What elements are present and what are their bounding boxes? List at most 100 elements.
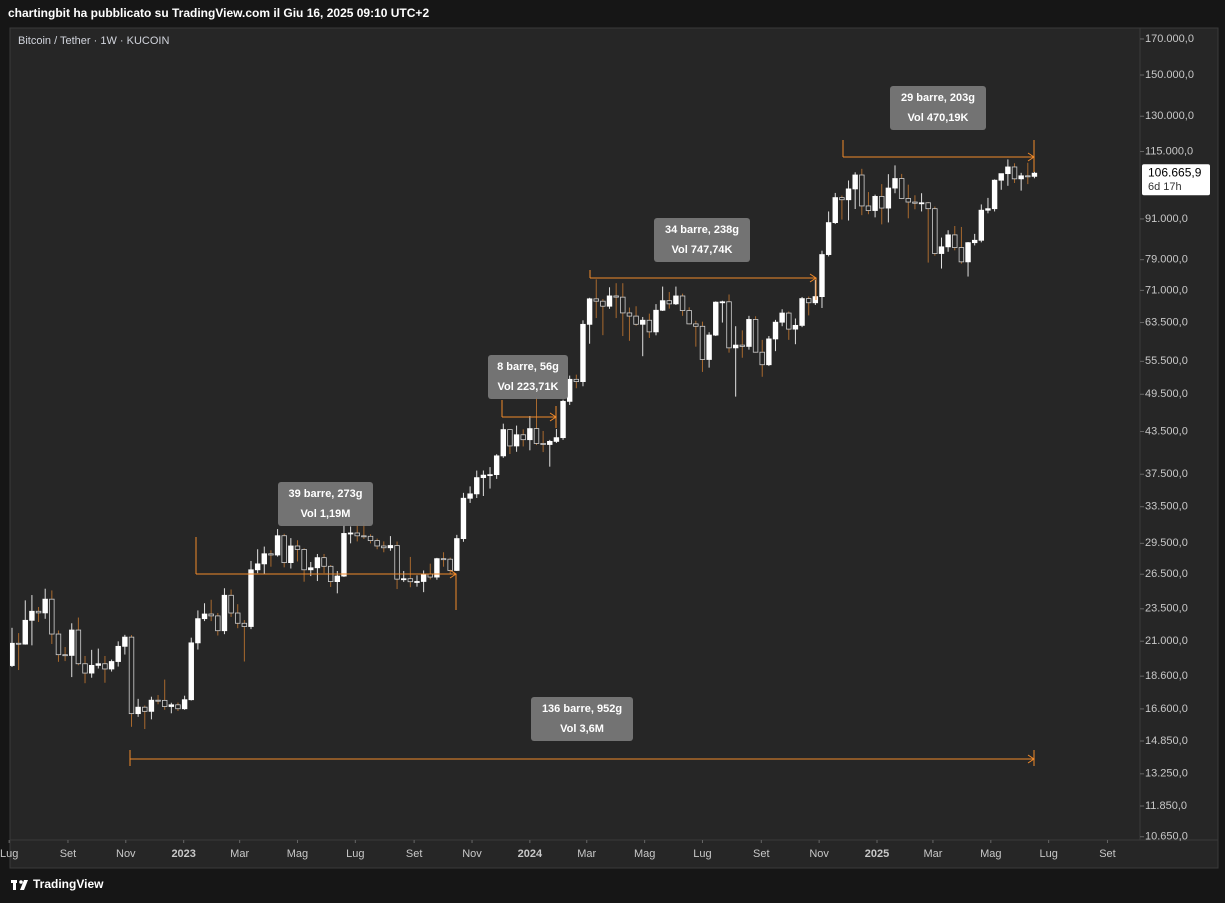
candle-body: [547, 440, 553, 445]
x-tick-label: 2023: [171, 848, 195, 860]
candle-body: [832, 197, 838, 223]
measure-label: 39 barre, 273g: [289, 488, 363, 500]
candle-body: [142, 706, 148, 712]
candle-body: [533, 428, 540, 444]
candle-body: [314, 557, 321, 569]
candle-body: [786, 312, 792, 330]
candle-body: [374, 540, 380, 547]
candle-body: [414, 581, 420, 583]
candle-body: [892, 178, 898, 189]
candle-body: [600, 300, 606, 307]
candle-body: [825, 222, 832, 255]
x-tick-label: Mar: [923, 848, 942, 860]
measure-label: 136 barre, 952g: [542, 703, 622, 715]
logo-mark: [20, 880, 28, 890]
y-tick-label: 55.500,0: [1145, 355, 1188, 367]
price-tag: [1142, 164, 1210, 196]
candle-body: [978, 209, 985, 241]
x-tick-label: Mag: [634, 848, 655, 860]
candle-body: [1011, 166, 1018, 180]
candle-body: [308, 567, 314, 571]
candle-body: [168, 704, 175, 707]
x-tick-label: Lug: [346, 848, 364, 860]
candle-body: [606, 295, 613, 307]
candle-body: [646, 319, 653, 333]
candle-body: [766, 338, 772, 366]
candle-body: [1031, 172, 1038, 177]
candle-body: [527, 428, 533, 441]
y-tick-label: 43.500,0: [1145, 425, 1188, 437]
candle-body: [228, 594, 234, 614]
candle-body: [779, 312, 785, 323]
candle-body: [88, 664, 95, 674]
candle-body: [128, 636, 135, 715]
y-tick-label: 115.000,0: [1145, 145, 1193, 157]
logo-mark: [13, 880, 16, 890]
candle-body: [845, 188, 852, 201]
candle-body: [401, 578, 407, 581]
candle-body: [208, 613, 214, 617]
measure-label: Vol 1,19M: [301, 508, 351, 520]
candle-body: [819, 254, 825, 297]
measure-label: Vol 223,71K: [498, 381, 559, 393]
time-axis: [9, 839, 1219, 869]
candle-body: [573, 378, 580, 382]
candle-body: [706, 334, 712, 360]
x-tick-label: Mar: [230, 848, 249, 860]
candle-body: [885, 187, 892, 209]
logo-mark: [19, 880, 23, 884]
candle-body: [301, 549, 307, 571]
candle-body: [719, 301, 726, 304]
candle-body: [726, 301, 732, 349]
countdown: 6d 17h: [1148, 181, 1182, 193]
candle-body: [958, 247, 965, 263]
candle-body: [659, 300, 666, 311]
candle-body: [679, 295, 686, 312]
candle-body: [772, 321, 779, 340]
candle-body: [633, 315, 639, 325]
x-tick-label: Lug: [1039, 848, 1057, 860]
candle-body: [593, 298, 599, 302]
candle-body: [135, 706, 141, 715]
x-tick-label: Nov: [116, 848, 136, 860]
candle-body: [281, 535, 287, 564]
candle-body: [387, 545, 394, 549]
candle-body: [640, 319, 646, 325]
x-tick-label: Set: [60, 848, 77, 860]
x-tick-label: Nov: [462, 848, 482, 860]
candle-body: [673, 295, 679, 305]
candle-body: [965, 242, 971, 263]
candle-body: [274, 535, 281, 556]
candle-body: [540, 443, 546, 445]
y-tick-label: 26.500,0: [1145, 568, 1188, 580]
y-tick-label: 79.000,0: [1145, 254, 1188, 266]
candle-body: [221, 594, 228, 632]
footer-brand: TradingView: [33, 877, 104, 891]
candle-body: [108, 661, 115, 670]
candle-body: [693, 323, 699, 327]
x-tick-label: Set: [406, 848, 423, 860]
candle-body: [713, 301, 719, 336]
measure-arrow: [449, 569, 457, 579]
candle-body: [905, 198, 911, 203]
candle-body: [699, 325, 706, 360]
candle-body: [215, 615, 221, 632]
candle-body: [29, 610, 35, 621]
measure-label: 29 barre, 203g: [901, 92, 975, 104]
candle-body: [852, 174, 858, 190]
candle-body: [912, 201, 918, 204]
candle-body: [248, 569, 254, 627]
candle-body: [268, 553, 274, 556]
candle-body: [42, 598, 48, 614]
candle-body: [22, 619, 28, 645]
candle-body: [732, 344, 739, 349]
candle-body: [792, 324, 799, 330]
candle-body: [254, 563, 261, 571]
candle-body: [69, 629, 75, 656]
y-tick-label: 21.000,0: [1145, 635, 1188, 647]
candle-body: [394, 545, 400, 580]
price-tag-label: 106.665,9: [1148, 165, 1202, 179]
y-tick-label: 37.500,0: [1145, 468, 1188, 480]
candle-body: [739, 344, 746, 347]
